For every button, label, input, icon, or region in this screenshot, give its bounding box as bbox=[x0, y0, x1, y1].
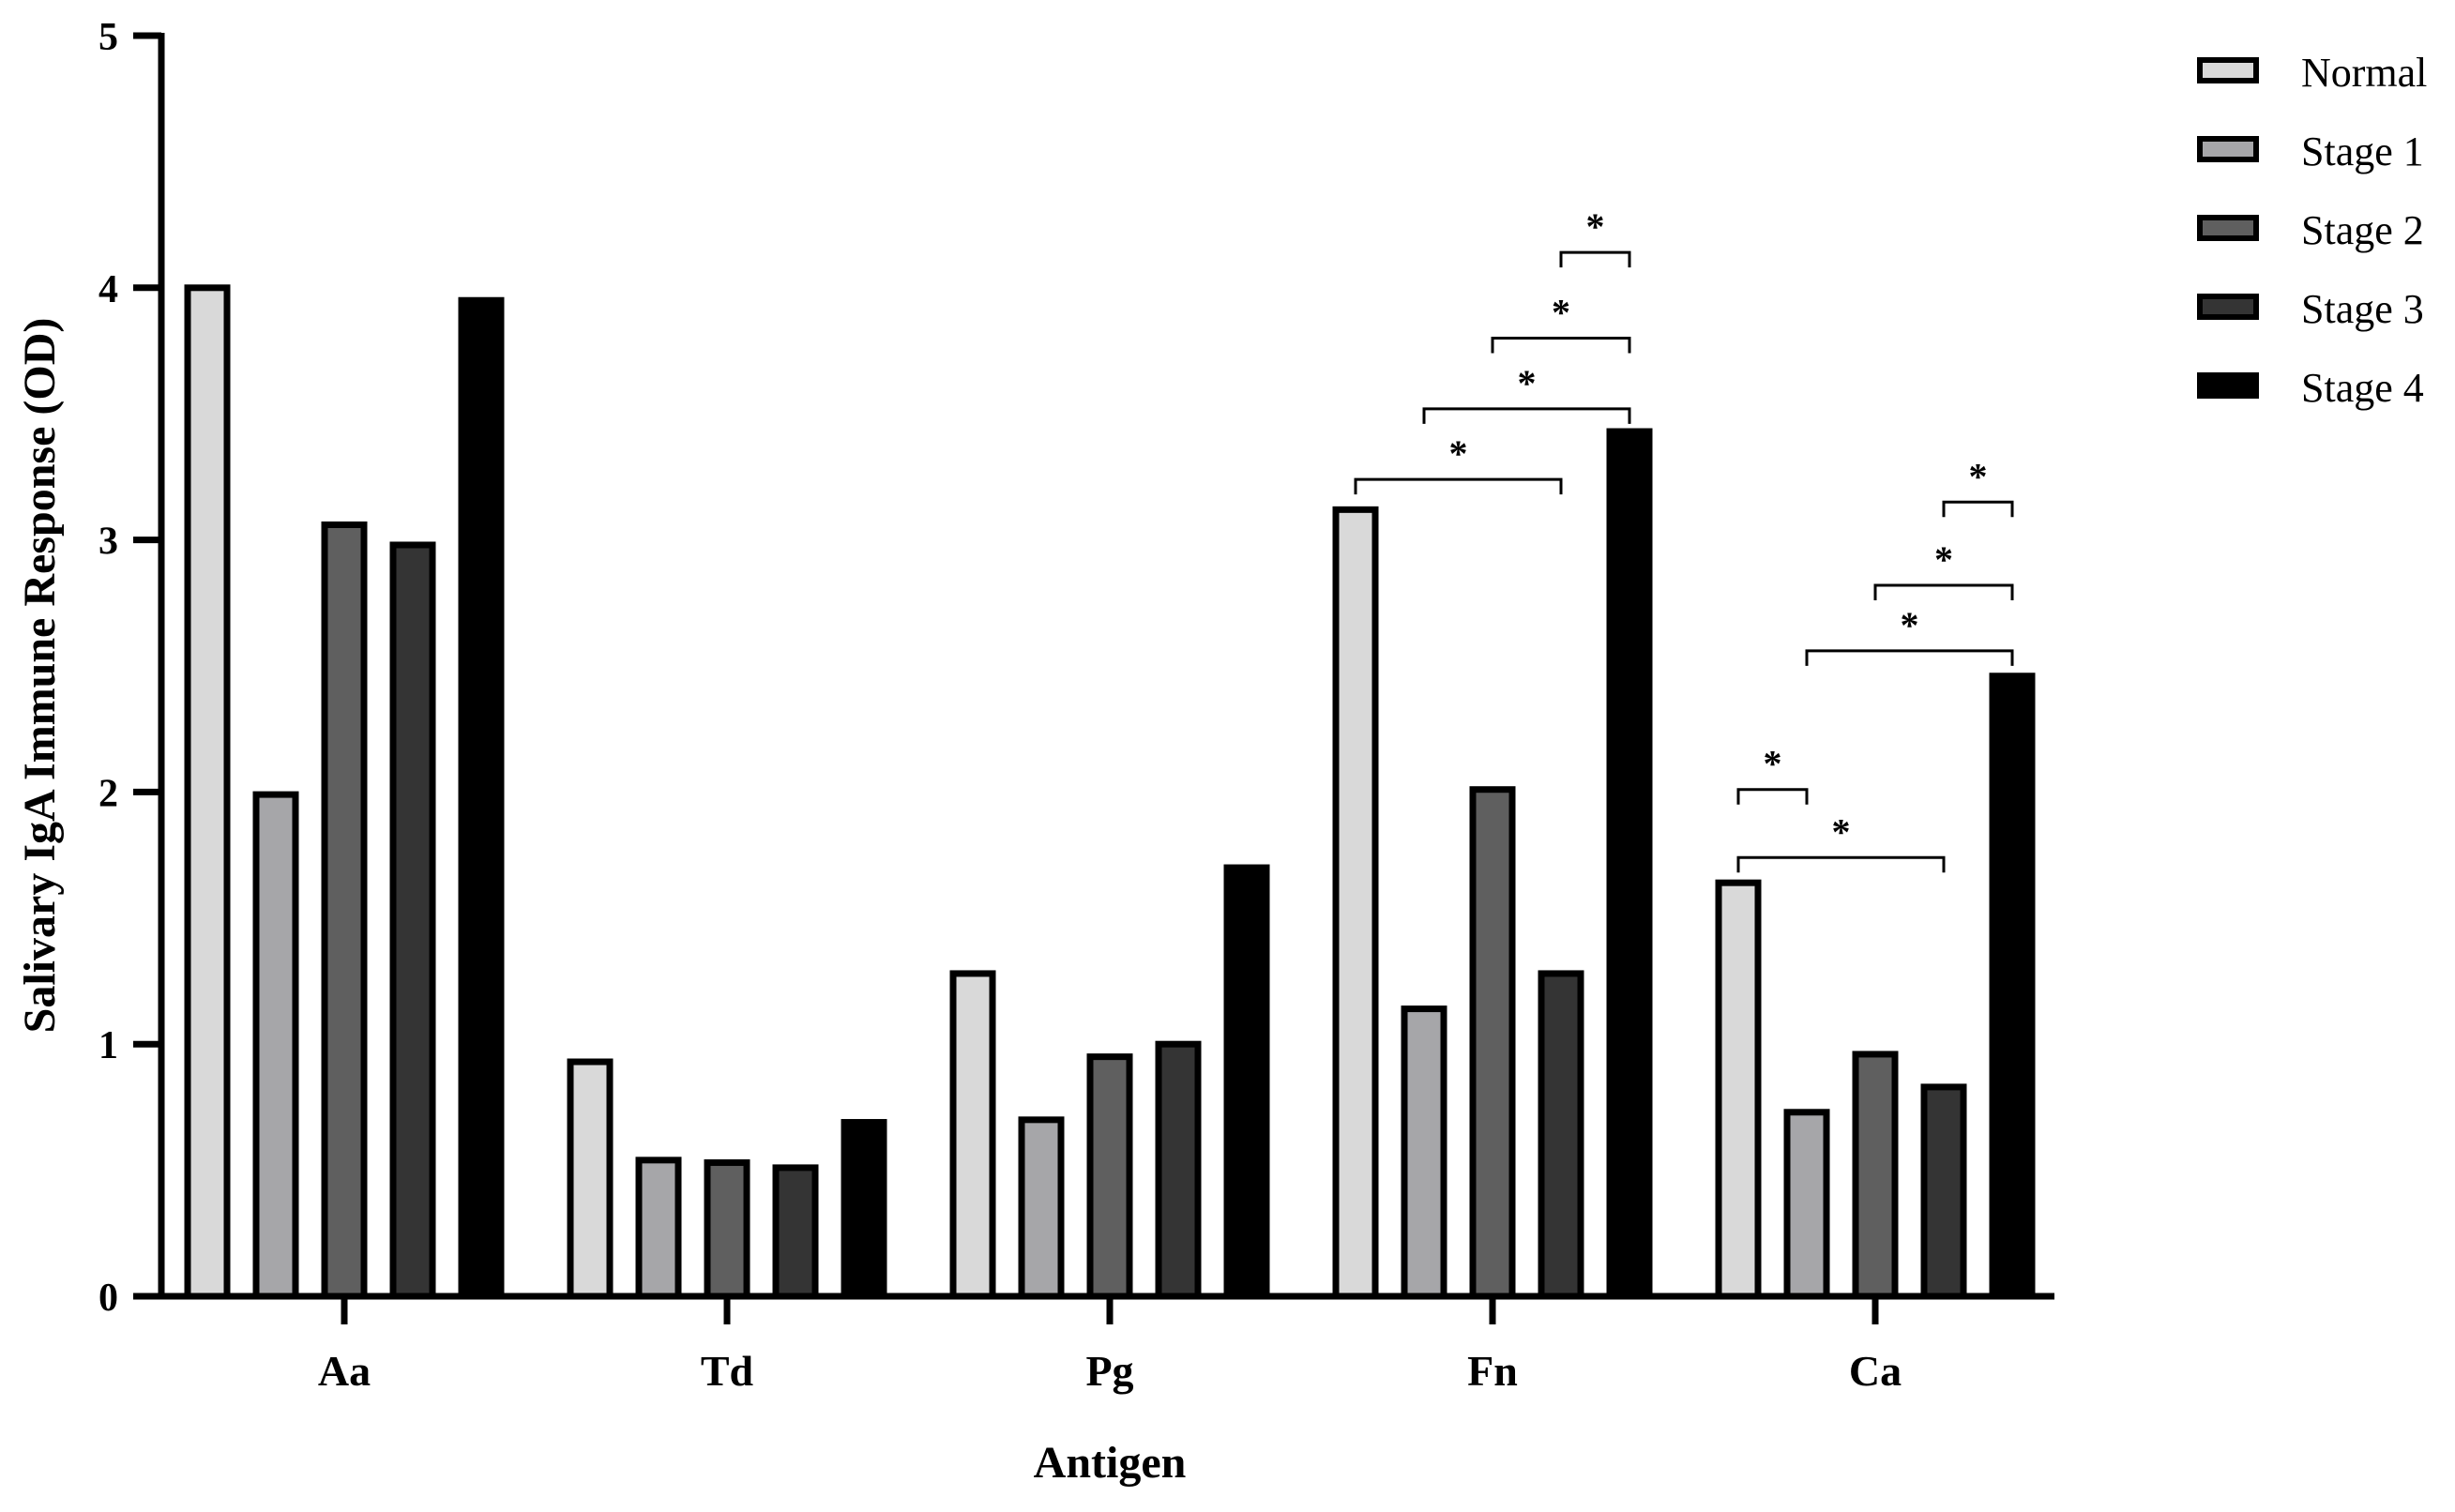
bar-ca-stage-2 bbox=[1852, 1051, 1899, 1300]
significance-asterisk: * bbox=[1586, 205, 1605, 248]
bar-fn-stage-2 bbox=[1469, 786, 1516, 1300]
legend-swatch-normal bbox=[2197, 57, 2259, 83]
significance-bracket bbox=[1873, 583, 2014, 600]
bar-ca-stage-3 bbox=[1920, 1083, 1967, 1300]
legend-label-stage-3: Stage 3 bbox=[2301, 286, 2424, 332]
significance-bracket bbox=[1736, 788, 1809, 805]
bar-aa-stage-1 bbox=[252, 791, 299, 1300]
bar-td-stage-2 bbox=[704, 1159, 750, 1300]
significance-asterisk: * bbox=[1518, 362, 1537, 404]
bar-fn-normal bbox=[1332, 506, 1379, 1300]
legend-label-stage-2: Stage 2 bbox=[2301, 207, 2424, 253]
legend-label-stage-4: Stage 4 bbox=[2301, 365, 2424, 411]
y-tick-label: 5 bbox=[99, 16, 118, 59]
legend-swatch-stage-2 bbox=[2197, 215, 2259, 241]
significance-asterisk: * bbox=[1449, 432, 1468, 475]
category-label-pg: Pg bbox=[1085, 1347, 1133, 1395]
significance-bracket bbox=[1942, 500, 2014, 518]
bar-aa-normal bbox=[184, 284, 231, 1300]
category-label-aa: Aa bbox=[318, 1347, 371, 1395]
significance-asterisk: * bbox=[1552, 292, 1570, 334]
y-axis-title: Salivary IgA Immune Response (OD) bbox=[15, 318, 65, 1034]
significance-layer: * * * * * * * * * bbox=[1354, 205, 2014, 873]
significance-asterisk: * bbox=[1832, 810, 1851, 853]
bar-fn-stage-4 bbox=[1606, 428, 1653, 1300]
bar-aa-stage-3 bbox=[389, 541, 436, 1300]
significance-asterisk: * bbox=[1764, 743, 1782, 785]
bar-pg-stage-3 bbox=[1155, 1040, 1202, 1300]
significance-bracket bbox=[1736, 855, 1946, 873]
significance-bracket bbox=[1354, 477, 1563, 495]
y-tick-label: 3 bbox=[99, 521, 118, 564]
bar-fn-stage-3 bbox=[1538, 970, 1584, 1300]
bar-fn-stage-1 bbox=[1401, 1005, 1447, 1300]
significance-asterisk: * bbox=[1934, 538, 1953, 581]
bar-pg-stage-1 bbox=[1018, 1116, 1065, 1300]
ticks-layer: 0 1 2 3 4 5 Aa Td Pg Fn Ca bbox=[99, 16, 1902, 1395]
bar-aa-stage-4 bbox=[458, 296, 505, 1300]
significance-bracket bbox=[1805, 649, 2014, 666]
bar-td-stage-4 bbox=[841, 1119, 887, 1300]
bar-pg-stage-2 bbox=[1086, 1053, 1133, 1300]
y-tick-label: 1 bbox=[99, 1024, 118, 1067]
legend-label-stage-1: Stage 1 bbox=[2301, 129, 2424, 174]
category-label-ca: Ca bbox=[1849, 1347, 1902, 1395]
category-label-fn: Fn bbox=[1467, 1347, 1518, 1395]
legend-label-normal: Normal bbox=[2301, 50, 2427, 96]
legend-swatch-stage-1 bbox=[2197, 136, 2259, 162]
bar-ca-stage-4 bbox=[1989, 673, 2036, 1300]
significance-bracket bbox=[1559, 250, 1631, 268]
bar-td-stage-3 bbox=[772, 1164, 819, 1300]
bar-pg-normal bbox=[949, 970, 996, 1300]
significance-bracket bbox=[1422, 407, 1631, 424]
significance-bracket bbox=[1491, 337, 1631, 354]
bars-layer bbox=[184, 284, 2036, 1300]
legend-swatch-stage-4 bbox=[2197, 372, 2259, 399]
y-tick-label: 0 bbox=[99, 1277, 118, 1320]
bar-pg-stage-4 bbox=[1223, 864, 1270, 1300]
bar-td-stage-1 bbox=[635, 1157, 682, 1300]
category-label-td: Td bbox=[701, 1347, 754, 1395]
bar-td-normal bbox=[567, 1058, 614, 1300]
significance-asterisk: * bbox=[1901, 604, 1919, 646]
bar-ca-normal bbox=[1715, 879, 1762, 1300]
bar-aa-stage-2 bbox=[321, 521, 368, 1300]
x-axis-title: Antigen bbox=[1034, 1438, 1187, 1488]
y-tick-label: 2 bbox=[99, 772, 118, 815]
y-tick-label: 4 bbox=[99, 268, 118, 311]
legend: Normal Stage 1 Stage 2 Stage 3 Stage 4 bbox=[2197, 50, 2427, 411]
legend-swatch-stage-3 bbox=[2197, 294, 2259, 320]
significance-asterisk: * bbox=[1969, 455, 1988, 497]
bar-ca-stage-1 bbox=[1783, 1109, 1830, 1300]
